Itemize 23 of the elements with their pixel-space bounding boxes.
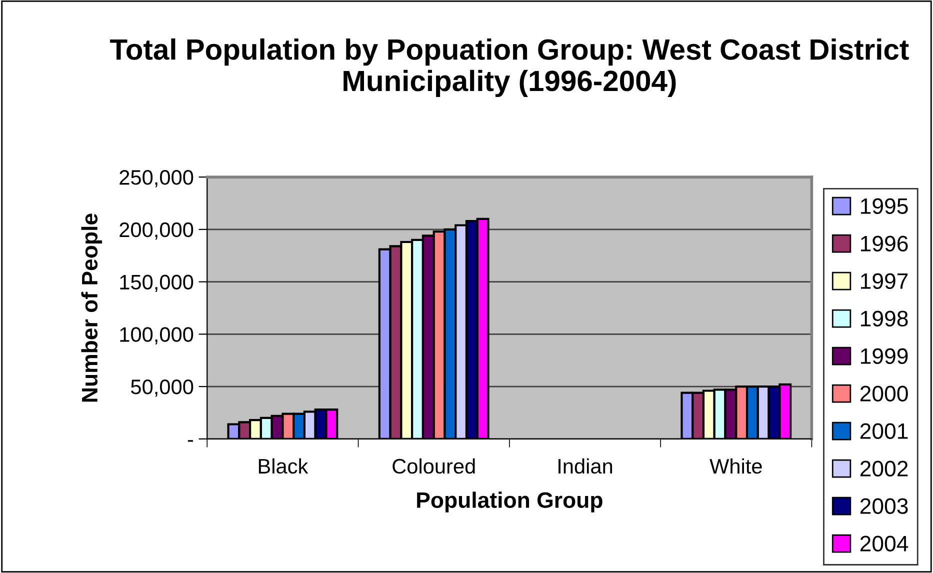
x-tick-label: Coloured (392, 458, 475, 474)
x-tick-label: Black (258, 458, 308, 474)
legend-label: 1995 (861, 198, 908, 214)
legend-label: 2001 (860, 423, 908, 439)
y-tick-label: 50,000 (131, 380, 194, 397)
legend-label: 2003 (860, 498, 908, 514)
y-tick-label: - (188, 440, 194, 442)
legend-label: 2002 (860, 460, 908, 476)
legend-label: 2000 (860, 386, 908, 402)
legend-label: 2004 (860, 536, 908, 552)
y-tick-label: 150,000 (120, 274, 194, 292)
legend-label: 1996 (861, 236, 908, 252)
y-axis-title: Number of People (81, 214, 102, 402)
legend-label: 1997 (861, 273, 908, 289)
x-tick-label: Indian (558, 458, 612, 474)
y-tick-label: 100,000 (120, 327, 194, 344)
y-tick-label: 200,000 (120, 222, 194, 240)
x-axis-title: Population Group (417, 492, 602, 512)
legend-label: 1998 (861, 310, 908, 326)
x-tick-label: White (710, 458, 762, 474)
chart-title: Total Population by Popuation Group: West Coast District Municipality (1996-2004) (110, 38, 909, 98)
y-tick-label: 250,000 (120, 170, 194, 188)
legend-label: 1999 (861, 348, 908, 364)
